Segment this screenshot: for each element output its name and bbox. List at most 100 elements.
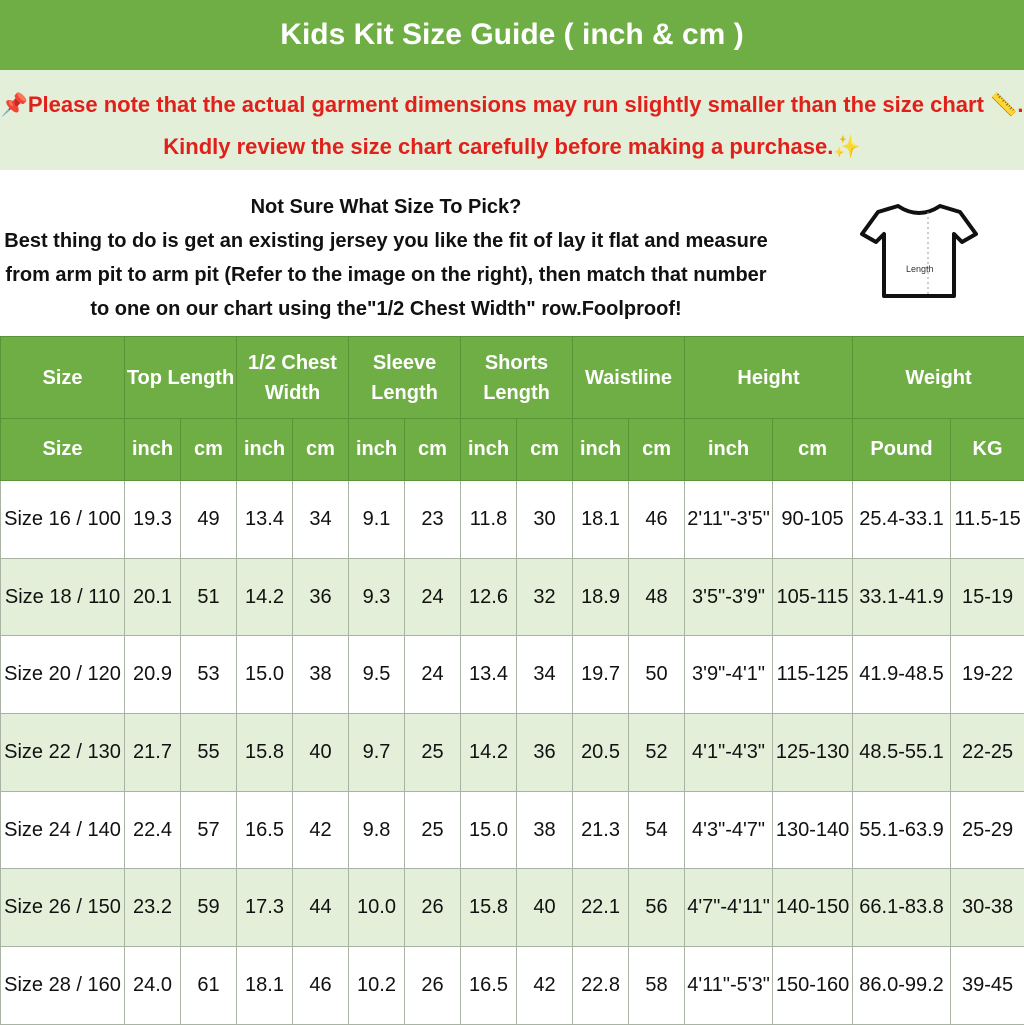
unit-header: cm (293, 419, 349, 481)
value-cell: 38 (517, 791, 573, 869)
value-cell: 20.5 (573, 714, 629, 792)
value-cell: 52 (629, 714, 685, 792)
size-cell: Size 24 / 140 (1, 791, 125, 869)
value-cell: 125-130 (773, 714, 853, 792)
value-cell: 115-125 (773, 636, 853, 714)
value-cell: 24 (405, 558, 461, 636)
column-group-header: Waistline (573, 337, 685, 419)
size-cell: Size 16 / 100 (1, 481, 125, 559)
tshirt-icon: Length (858, 200, 978, 300)
value-cell: 44 (293, 869, 349, 947)
value-cell: 50 (629, 636, 685, 714)
value-cell: 130-140 (773, 791, 853, 869)
value-cell: 2'11"-3'5" (685, 481, 773, 559)
size-cell: Size 18 / 110 (1, 558, 125, 636)
value-cell: 9.1 (349, 481, 405, 559)
value-cell: 15.8 (237, 714, 293, 792)
unit-header: cm (629, 419, 685, 481)
value-cell: 42 (293, 791, 349, 869)
value-cell: 34 (293, 481, 349, 559)
notice-line-1: 📌Please note that the actual garment dim… (0, 84, 1024, 126)
value-cell: 42 (517, 947, 573, 1025)
value-cell: 9.8 (349, 791, 405, 869)
value-cell: 13.4 (237, 481, 293, 559)
value-cell: 17.3 (237, 869, 293, 947)
value-cell: 4'7"-4'11" (685, 869, 773, 947)
value-cell: 18.1 (237, 947, 293, 1025)
value-cell: 9.3 (349, 558, 405, 636)
page-title: Kids Kit Size Guide ( inch & cm ) (0, 0, 1024, 70)
unit-header: Size (1, 419, 125, 481)
value-cell: 140-150 (773, 869, 853, 947)
value-cell: 33.1-41.9 (853, 558, 951, 636)
info-body: Best thing to do is get an existing jers… (0, 224, 772, 326)
unit-header: cm (405, 419, 461, 481)
column-group-header: Shorts Length (461, 337, 573, 419)
column-group-header: Top Length (125, 337, 237, 419)
value-cell: 46 (629, 481, 685, 559)
value-cell: 19.3 (125, 481, 181, 559)
unit-header: inch (685, 419, 773, 481)
value-cell: 40 (517, 869, 573, 947)
value-cell: 16.5 (461, 947, 517, 1025)
value-cell: 21.3 (573, 791, 629, 869)
value-cell: 150-160 (773, 947, 853, 1025)
value-cell: 48.5-55.1 (853, 714, 951, 792)
value-cell: 19.7 (573, 636, 629, 714)
value-cell: 25.4-33.1 (853, 481, 951, 559)
value-cell: 3'9"-4'1" (685, 636, 773, 714)
value-cell: 54 (629, 791, 685, 869)
value-cell: 40 (293, 714, 349, 792)
value-cell: 57 (181, 791, 237, 869)
value-cell: 36 (293, 558, 349, 636)
value-cell: 30 (517, 481, 573, 559)
value-cell: 86.0-99.2 (853, 947, 951, 1025)
value-cell: 30-38 (951, 869, 1024, 947)
value-cell: 22.8 (573, 947, 629, 1025)
value-cell: 15.8 (461, 869, 517, 947)
value-cell: 19-22 (951, 636, 1024, 714)
value-cell: 15.0 (237, 636, 293, 714)
value-cell: 10.2 (349, 947, 405, 1025)
value-cell: 22.1 (573, 869, 629, 947)
value-cell: 4'3"-4'7" (685, 791, 773, 869)
value-cell: 55 (181, 714, 237, 792)
value-cell: 20.1 (125, 558, 181, 636)
column-group-header: 1/2 Chest Width (237, 337, 349, 419)
value-cell: 26 (405, 947, 461, 1025)
column-group-header: Size (1, 337, 125, 419)
size-cell: Size 20 / 120 (1, 636, 125, 714)
value-cell: 14.2 (461, 714, 517, 792)
unit-header: inch (237, 419, 293, 481)
value-cell: 11.8 (461, 481, 517, 559)
value-cell: 25 (405, 791, 461, 869)
size-cell: Size 28 / 160 (1, 947, 125, 1025)
unit-header: cm (517, 419, 573, 481)
value-cell: 9.5 (349, 636, 405, 714)
value-cell: 9.7 (349, 714, 405, 792)
value-cell: 18.1 (573, 481, 629, 559)
column-group-header: Weight (853, 337, 1024, 419)
value-cell: 10.0 (349, 869, 405, 947)
unit-header: inch (573, 419, 629, 481)
value-cell: 24 (405, 636, 461, 714)
value-cell: 105-115 (773, 558, 853, 636)
value-cell: 66.1-83.8 (853, 869, 951, 947)
value-cell: 13.4 (461, 636, 517, 714)
info-heading: Not Sure What Size To Pick? (0, 190, 772, 224)
value-cell: 15.0 (461, 791, 517, 869)
value-cell: 4'1"-4'3" (685, 714, 773, 792)
value-cell: 51 (181, 558, 237, 636)
value-cell: 34 (517, 636, 573, 714)
size-cell: Size 26 / 150 (1, 869, 125, 947)
notice: 📌Please note that the actual garment dim… (0, 70, 1024, 170)
value-cell: 23 (405, 481, 461, 559)
value-cell: 20.9 (125, 636, 181, 714)
